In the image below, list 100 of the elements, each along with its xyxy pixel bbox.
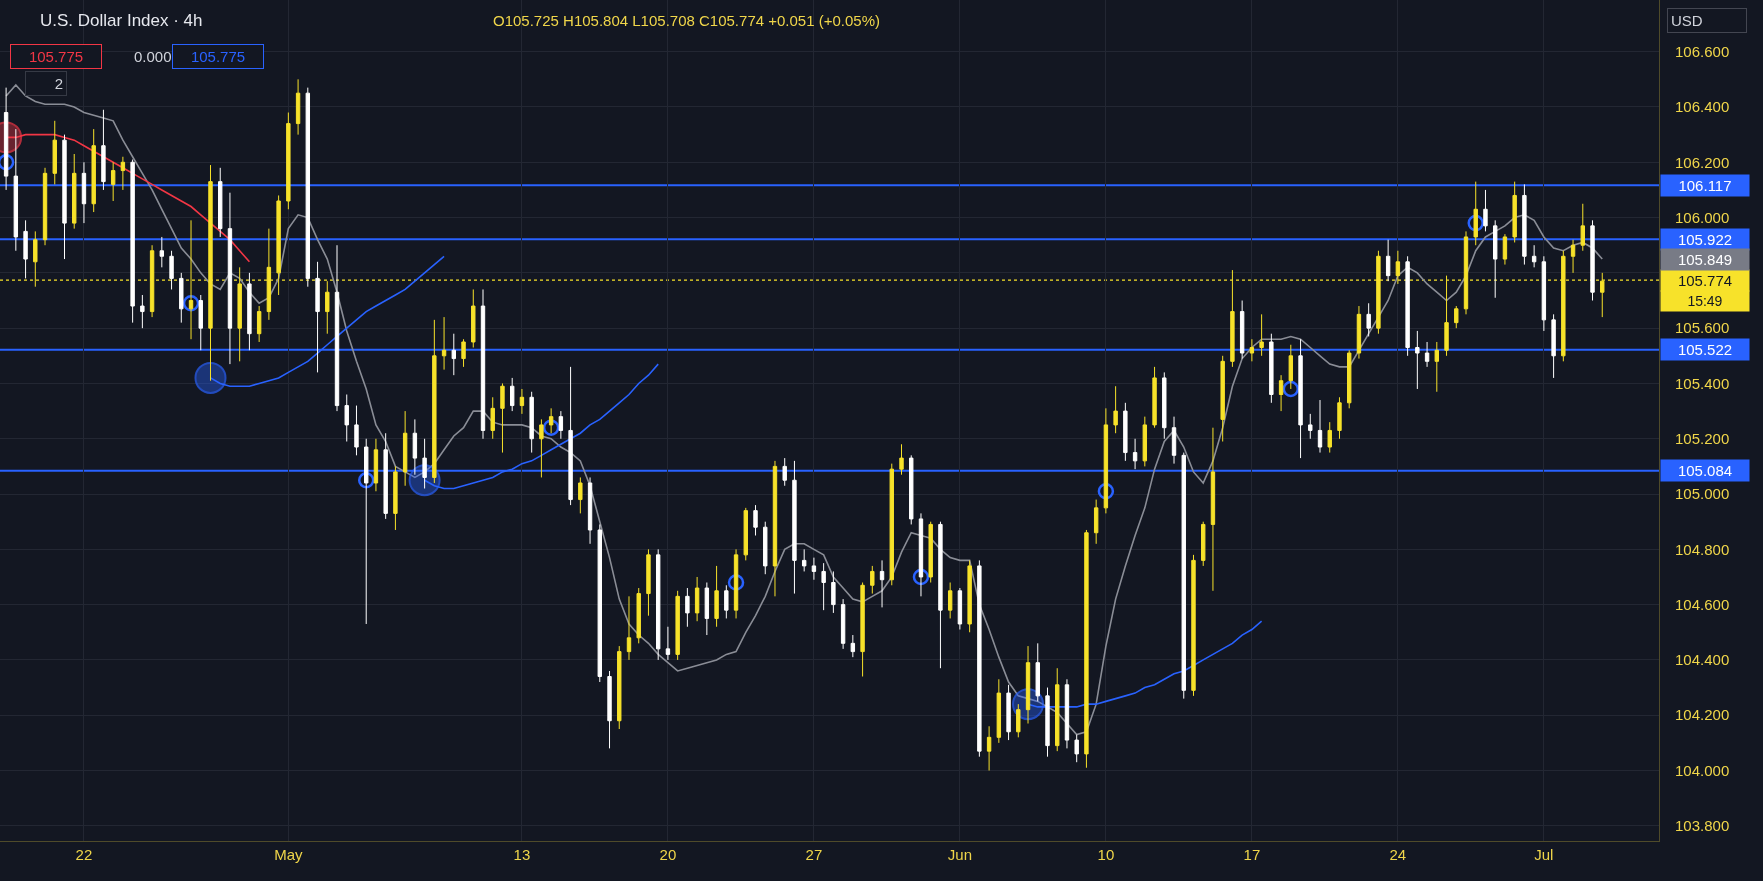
candlestick xyxy=(1317,399,1323,454)
y-tick-label: 104.800 xyxy=(1675,540,1730,558)
candlestick xyxy=(801,548,807,572)
candlestick xyxy=(938,521,943,669)
y-tick-label: 104.400 xyxy=(1675,651,1730,669)
x-tick-label: 20 xyxy=(659,846,677,863)
candlestick xyxy=(1220,355,1225,443)
candlestick xyxy=(1570,239,1576,274)
candlestick xyxy=(159,236,165,268)
candlestick xyxy=(626,595,632,661)
candlestick xyxy=(344,394,349,443)
candlestick xyxy=(1308,413,1313,440)
candlestick xyxy=(1239,300,1245,360)
candlestick xyxy=(1064,678,1070,749)
candlestick xyxy=(1531,244,1537,268)
candlestick xyxy=(821,562,826,611)
candlestick xyxy=(967,559,972,633)
candlestick xyxy=(1045,687,1050,758)
candlestick xyxy=(373,438,379,492)
y-tick-label: 105.000 xyxy=(1675,485,1730,503)
candlestick xyxy=(1201,521,1206,567)
ref-line-label: 105.522 xyxy=(1677,341,1733,358)
candlestick xyxy=(753,504,758,537)
candlestick xyxy=(286,112,291,210)
x-tick-label: 22 xyxy=(75,846,93,863)
candlestick xyxy=(140,294,145,329)
ref-line-label: 105.084 xyxy=(1677,462,1733,479)
annotation: O105.725 H105.804 L105.708 C105.774 +0.051 (+0.05%) xyxy=(493,12,880,29)
candlestick xyxy=(1298,338,1303,459)
y-tick-label: 106.200 xyxy=(1675,153,1730,171)
candlestick xyxy=(1171,416,1177,465)
candlestick xyxy=(1473,181,1478,246)
y-tick-label: 105.200 xyxy=(1675,430,1730,447)
text: 15:49 xyxy=(1687,293,1723,309)
candlestick xyxy=(724,584,729,619)
candlestick xyxy=(62,134,67,260)
text: 105.849 xyxy=(1677,251,1733,268)
y-tick-label: 105.600 xyxy=(1675,319,1730,337)
candlestick xyxy=(23,219,28,279)
candlestick xyxy=(1424,341,1430,368)
candlestick xyxy=(1269,333,1274,404)
candlestick xyxy=(977,559,982,758)
candlestick xyxy=(393,465,398,531)
candlestick xyxy=(899,443,904,476)
candlestick xyxy=(179,272,184,324)
x-tick-label: 13 xyxy=(513,846,531,863)
candlestick xyxy=(295,78,301,136)
candlestick xyxy=(1463,230,1469,315)
candlestick xyxy=(1142,416,1148,467)
candlestick xyxy=(1493,219,1498,299)
candlestick xyxy=(714,565,719,628)
x-tick-label: Jun xyxy=(947,846,972,863)
candlestick xyxy=(101,109,106,191)
candlestick xyxy=(1337,396,1342,440)
candlestick xyxy=(957,587,963,631)
candlestick xyxy=(782,457,787,487)
candlestick xyxy=(772,460,778,597)
candlestick xyxy=(354,405,359,456)
y-tick-label: 106.400 xyxy=(1675,98,1730,116)
candlestick xyxy=(110,161,116,202)
candlestick xyxy=(1434,341,1440,393)
candlestick xyxy=(490,396,495,440)
y-tick-label: 104.600 xyxy=(1675,595,1730,613)
candlestick xyxy=(1074,734,1079,763)
candlestick xyxy=(3,87,9,191)
candlestick xyxy=(587,476,593,545)
candlestick xyxy=(1502,233,1508,266)
candlestick xyxy=(1278,374,1284,412)
text: USD xyxy=(1671,12,1703,29)
candlestick xyxy=(402,410,408,487)
candlestick xyxy=(422,438,427,490)
y-tick-label: 105.400 xyxy=(1675,374,1730,392)
candlestick xyxy=(1551,313,1556,379)
candlestick xyxy=(169,250,174,290)
candlestick xyxy=(1415,330,1420,390)
candlestick xyxy=(461,338,466,368)
annotation: 105.775 xyxy=(190,48,246,65)
candlestick xyxy=(1113,385,1118,434)
candlestick xyxy=(1162,371,1167,440)
candlestick xyxy=(1454,305,1459,329)
candlestick xyxy=(1522,183,1527,266)
candlestick xyxy=(870,565,875,595)
candlestick xyxy=(850,634,856,658)
candlestick xyxy=(315,261,320,373)
candlestick xyxy=(1288,344,1294,390)
candlestick xyxy=(607,670,612,749)
candlestick xyxy=(480,288,486,440)
candlestick xyxy=(694,576,700,622)
candlestick xyxy=(13,128,19,252)
candlestick xyxy=(578,476,583,514)
candlestick xyxy=(1259,313,1264,357)
candlestick xyxy=(130,159,135,324)
candlestick xyxy=(539,418,544,478)
y-tick-label: 106.600 xyxy=(1675,42,1730,60)
y-tick-label: 106.000 xyxy=(1675,208,1730,226)
candlestick xyxy=(529,391,534,454)
candlestick xyxy=(986,725,992,771)
candlestick xyxy=(1512,181,1517,243)
candlestick xyxy=(1035,642,1040,702)
candlestick xyxy=(1025,645,1031,724)
